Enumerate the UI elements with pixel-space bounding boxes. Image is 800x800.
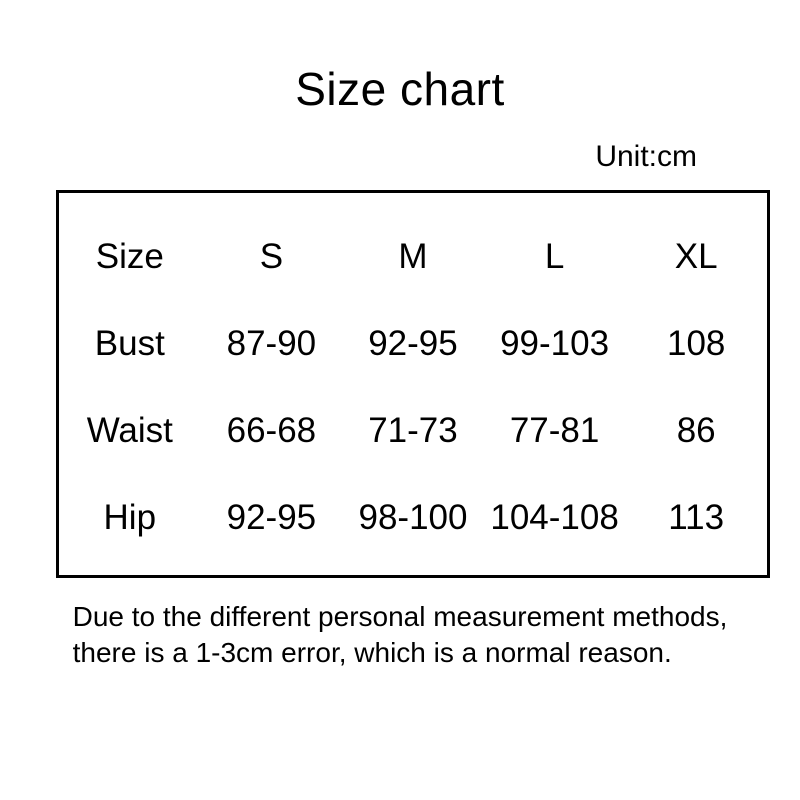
table-cell-waist-m: 71-73 (368, 410, 458, 450)
measurement-note-text: Due to the different personal measuremen… (73, 599, 728, 671)
table-cell-waist-s: 66-68 (226, 410, 317, 450)
table-header-cell-s: S (259, 236, 284, 276)
row-label-waist: Waist (86, 410, 173, 450)
table-cell-bust-l: 99-103 (500, 323, 610, 363)
table-cell-bust-s: 87-90 (226, 323, 317, 363)
table-cell-hip-l: 104-108 (490, 497, 619, 537)
size-chart-grid: Size S M L XL Bust 87-90 92-95 99-103 10… (59, 193, 767, 575)
table-cell-bust-xl: 108 (666, 323, 726, 363)
table-cell-waist-xl: 86 (676, 410, 716, 450)
measurement-note-line1: Due to the different personal measuremen… (72, 601, 728, 632)
table-cell-hip-m: 98-100 (358, 497, 468, 537)
table-cell-bust-m: 92-95 (368, 323, 458, 363)
table-cell-hip-s: 92-95 (226, 497, 317, 537)
table-header-cell-m: M (398, 236, 428, 276)
row-label-hip: Hip (103, 497, 157, 537)
table-header-cell-xl: XL (674, 236, 718, 276)
table-cell-hip-xl: 113 (668, 497, 725, 537)
table-header-cell-size: Size (95, 236, 164, 276)
measurement-note: Due to the different personal measuremen… (0, 599, 800, 671)
row-label-bust: Bust (94, 323, 165, 363)
size-chart-table: Size S M L XL Bust 87-90 92-95 99-103 10… (56, 190, 770, 578)
table-header-cell-l: L (544, 236, 565, 276)
measurement-note-line2: there is a 1-3cm error, which is a norma… (72, 637, 672, 668)
unit-label: Unit:cm (595, 140, 697, 173)
table-cell-waist-l: 77-81 (509, 410, 600, 450)
page-title: Size chart (295, 63, 505, 115)
